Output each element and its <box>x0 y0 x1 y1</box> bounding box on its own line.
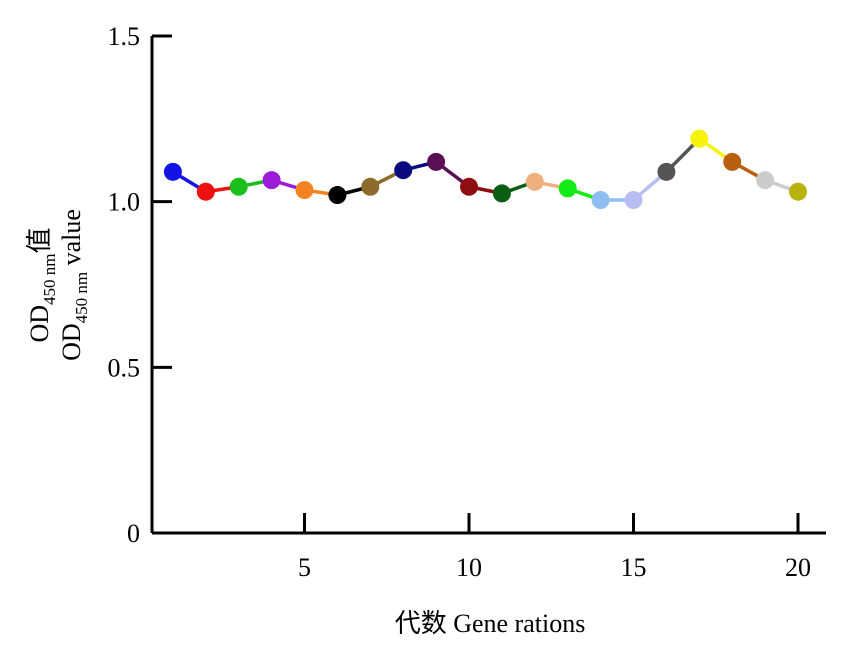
y-label2-base: OD <box>57 323 86 361</box>
data-point <box>723 152 742 171</box>
axes <box>150 36 826 535</box>
data-point <box>756 171 775 190</box>
data-point <box>295 181 314 200</box>
svg-text:OD450 nm value: OD450 nm value <box>57 209 91 361</box>
x-tick-label: 20 <box>785 553 811 582</box>
data-point <box>690 129 709 148</box>
data-point <box>163 162 182 181</box>
y-tick-label: 0.5 <box>108 353 141 382</box>
y-tick-label: 1.5 <box>108 22 141 51</box>
svg-text:OD450 nm值: OD450 nm值 <box>25 227 59 342</box>
x-tick-label: 10 <box>456 553 482 582</box>
data-point <box>460 177 478 196</box>
data-point <box>789 182 807 201</box>
y-label2-suffix: value <box>57 209 86 272</box>
data-point <box>229 177 248 196</box>
x-axis-label: 代数 Gene rations <box>395 609 586 638</box>
data-point <box>394 161 413 180</box>
y-label1-sub: 450 nm <box>40 253 59 304</box>
y-label1-suffix: 值 <box>25 227 54 253</box>
y-label2-sub: 450 nm <box>72 272 91 323</box>
data-point <box>657 162 676 181</box>
data-point <box>624 191 643 210</box>
data-point <box>262 171 281 190</box>
y-axis-label-line2: OD450 nm value <box>57 209 91 361</box>
data-point <box>196 182 215 201</box>
y-label1-base: OD <box>25 305 54 343</box>
y-tick-label: 0 <box>127 519 140 548</box>
data-point <box>591 191 610 210</box>
line-segments <box>171 137 799 202</box>
y-axis-label-line1: OD450 nm值 <box>25 227 59 342</box>
data-points <box>163 129 807 210</box>
x-ticks: 5 10 15 20 <box>298 513 811 582</box>
data-point <box>558 179 577 198</box>
data-point <box>492 184 511 203</box>
x-tick-label: 15 <box>621 553 647 582</box>
y-ticks: 0 0.5 1.0 1.5 <box>108 22 172 548</box>
data-point <box>427 152 446 171</box>
data-point <box>525 172 544 191</box>
y-tick-label: 1.0 <box>108 188 141 217</box>
x-tick-label: 5 <box>298 553 311 582</box>
data-point <box>328 186 347 205</box>
data-point <box>361 177 380 196</box>
